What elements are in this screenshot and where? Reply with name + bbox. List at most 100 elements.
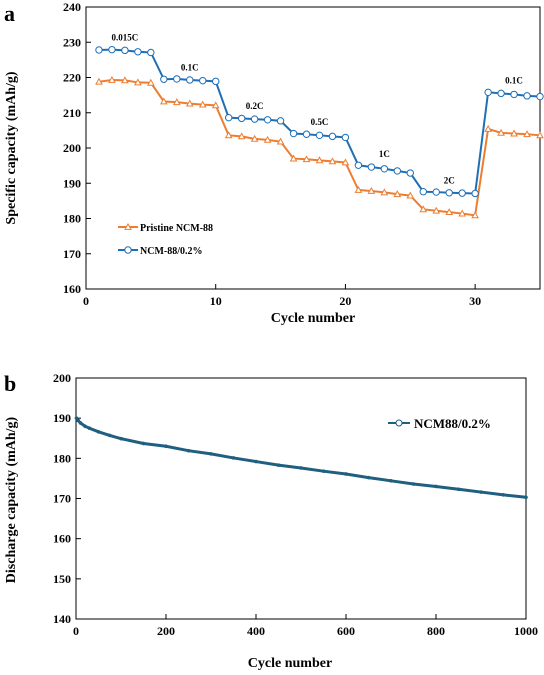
legend-marker <box>124 222 132 230</box>
a-x-tick-label: 30 <box>469 294 481 308</box>
data-point <box>479 490 483 494</box>
legend-a: Pristine NCM-88 NCM-88/0.2% <box>118 222 213 257</box>
data-point <box>186 76 194 84</box>
data-point <box>510 90 518 99</box>
panel-label-a: a <box>4 1 15 26</box>
a-y-tick-label: 170 <box>63 247 81 261</box>
data-point <box>76 418 81 423</box>
data-point <box>83 424 87 429</box>
a-y-tick-label: 220 <box>63 71 81 85</box>
data-point <box>536 92 544 101</box>
data-point <box>74 416 79 421</box>
data-point <box>289 129 298 138</box>
data-point <box>299 466 303 470</box>
data-point <box>341 158 350 166</box>
data-point <box>445 208 454 216</box>
plot-area-b <box>75 377 527 620</box>
data-point <box>231 456 236 460</box>
data-point <box>173 75 181 83</box>
b-y-tick-label: 140 <box>53 612 71 626</box>
x-axis-label-a: Cycle number <box>271 311 355 326</box>
rate-annotation: 0.5C <box>311 117 329 127</box>
data-point <box>237 114 246 123</box>
legend-entry: NCM88/0.2% <box>414 416 491 431</box>
panel-b: b 0 200 400 600 800 1000 140 150 160 170 180 190 200… <box>4 371 538 671</box>
data-point <box>367 186 376 194</box>
a-y-tick-label: 160 <box>63 282 81 296</box>
a-y-tick-label: 240 <box>63 0 81 14</box>
b-y-tick-label: 180 <box>53 451 71 465</box>
rate-annotation: 0.015C <box>112 32 139 42</box>
rate-annotation: 2C <box>444 175 455 185</box>
a-x-tick-label: 20 <box>339 294 351 308</box>
data-point <box>315 156 324 164</box>
b-x-tick-label: 0 <box>73 624 79 638</box>
data-point <box>354 185 363 193</box>
b-x-tick-label: 600 <box>337 624 355 638</box>
data-point <box>432 188 440 196</box>
data-point <box>411 482 416 486</box>
rate-annotation: 1C <box>379 149 390 159</box>
data-point <box>121 76 129 84</box>
a-x-tick-label: 0 <box>83 294 89 308</box>
data-point <box>119 436 123 441</box>
rate-annotation: 0.2C <box>246 101 264 111</box>
data-point <box>185 99 194 107</box>
data-point <box>354 161 363 169</box>
data-point <box>159 97 168 105</box>
data-point <box>164 444 168 449</box>
data-point <box>497 89 505 98</box>
data-point <box>321 469 326 474</box>
data-point <box>536 131 544 139</box>
data-point <box>254 459 258 464</box>
data-point <box>328 157 337 165</box>
legend-entry: Pristine NCM-88 <box>140 223 213 234</box>
data-point <box>366 475 371 480</box>
a-y-tick-label: 230 <box>63 35 81 49</box>
data-point <box>302 130 311 138</box>
data-point <box>199 76 207 85</box>
data-point <box>134 48 142 56</box>
a-y-tick-label: 210 <box>63 106 81 120</box>
data-point <box>276 137 285 145</box>
data-point <box>276 463 281 468</box>
data-point <box>510 129 518 137</box>
b-y-tick-label: 170 <box>53 492 71 506</box>
data-point <box>406 191 415 199</box>
data-point <box>380 188 389 196</box>
data-point <box>224 113 233 122</box>
data-point <box>344 472 348 476</box>
data-point <box>523 92 531 100</box>
b-x-tick-label: 1000 <box>514 624 538 638</box>
data-point <box>107 433 112 438</box>
legend-entry: NCM-88/0.2% <box>140 246 203 257</box>
data-point <box>108 75 116 83</box>
a-y-tick-label: 180 <box>63 212 81 226</box>
b-x-tick-label: 800 <box>427 624 445 638</box>
data-point <box>328 132 337 141</box>
data-point <box>524 495 528 500</box>
b-y-tick-label: 160 <box>53 532 71 546</box>
a-y-tick-label: 190 <box>63 176 81 190</box>
data-point <box>315 131 324 140</box>
panel-label-b: b <box>4 371 16 396</box>
data-point <box>276 117 285 125</box>
data-point <box>250 115 259 123</box>
data-point <box>134 78 142 86</box>
data-point <box>380 165 389 173</box>
data-point <box>147 78 155 86</box>
data-point <box>419 188 427 196</box>
axis-ticks-a: 0 10 20 30 160 170 180 190 200 210 220 230 240 <box>63 0 481 308</box>
data-point <box>211 101 220 109</box>
data-point <box>95 46 103 54</box>
data-point <box>497 128 505 136</box>
rate-annotation: 0.1C <box>505 75 523 85</box>
data-point <box>224 131 233 139</box>
data-point <box>78 421 83 425</box>
data-point <box>393 190 402 198</box>
data-point <box>289 154 298 162</box>
series-layer-b <box>74 416 528 500</box>
data-point <box>389 478 393 483</box>
data-point <box>501 493 506 497</box>
